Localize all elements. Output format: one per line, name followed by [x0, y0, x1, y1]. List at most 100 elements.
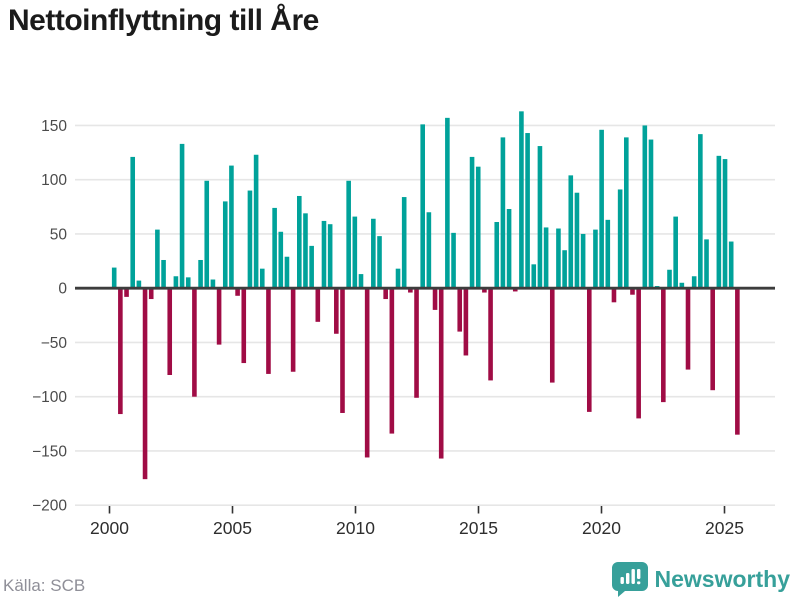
bar-2010-q4 [377, 236, 382, 289]
bar-2003-q3 [198, 259, 203, 289]
bar-2003-q1 [185, 277, 191, 289]
bar-2011-q2 [389, 288, 395, 434]
bar-2019-q4 [599, 129, 604, 289]
bar-2015-q1 [482, 288, 487, 293]
bar-2017-q1 [531, 264, 537, 289]
bar-2007-q4 [303, 213, 308, 289]
y-tick-label--200: −200 [32, 498, 67, 515]
bar-2018-q2 [562, 250, 567, 289]
x-tick-label-2025: 2025 [705, 518, 744, 538]
bar-2010-q2 [364, 288, 370, 458]
bar-2019-q2 [586, 288, 592, 412]
x-tick-label-2000: 2000 [90, 518, 129, 538]
bar-2017-q2 [537, 146, 543, 289]
bar-2001-q4 [155, 229, 160, 289]
bar-2002-q4 [179, 143, 185, 289]
bar-2011-q4 [401, 197, 407, 289]
bar-2014-q4 [475, 166, 481, 289]
y-tick-label--50: −50 [41, 335, 68, 352]
page-title: Nettoinflyttning till Åre [8, 4, 319, 37]
y-tick-label-100: 100 [41, 172, 67, 189]
bar-2005-q2 [241, 288, 247, 364]
bar-2020-q3 [617, 189, 623, 289]
bar-2025-q1 [728, 241, 734, 289]
bar-2020-q2 [611, 288, 617, 303]
bar-2008-q2 [315, 288, 321, 322]
bar-2016-q1 [506, 209, 512, 289]
bar-2015-q2 [488, 288, 493, 381]
bar-2006-q1 [259, 268, 265, 289]
bar-2007-q3 [297, 195, 302, 289]
bar-2018-q3 [568, 175, 574, 289]
bar-2014-q2 [463, 288, 469, 356]
bar-2013-q3 [445, 117, 450, 289]
bar-2018-q1 [556, 228, 561, 289]
bar-2015-q4 [500, 137, 506, 289]
bar-2021-q1 [630, 288, 635, 295]
bar-2001-q2 [142, 288, 148, 480]
bar-2017-q3 [543, 227, 549, 289]
bar-2000-q1 [111, 267, 117, 289]
bar-2023-q1 [679, 282, 685, 289]
bar-2014-q1 [457, 288, 463, 332]
bar-2020-q1 [605, 219, 611, 289]
bar-2014-q3 [469, 156, 475, 289]
bar-2012-q1 [408, 288, 413, 293]
bar-2008-q1 [309, 245, 314, 289]
bar-2000-q4 [130, 156, 136, 289]
bar-2023-q4 [698, 134, 703, 289]
bar-2010-q1 [358, 274, 364, 289]
bar-2004-q3 [222, 201, 228, 289]
bar-2023-q3 [691, 276, 697, 289]
brand-name: Newsworthy [654, 565, 790, 592]
bar-chart-speech-bubble-icon [611, 561, 648, 597]
bar-2004-q2 [216, 288, 222, 345]
x-tick-label-2010: 2010 [336, 518, 375, 538]
bar-2024-q2 [710, 288, 715, 391]
bar-2002-q3 [173, 276, 179, 289]
bar-2001-q1 [136, 280, 142, 289]
bar-2012-q2 [414, 288, 419, 398]
bar-2008-q3 [321, 220, 327, 289]
bar-2009-q1 [334, 288, 339, 334]
bar-2025-q2 [735, 288, 740, 435]
bar-2009-q4 [352, 216, 358, 289]
bar-2012-q3 [420, 124, 425, 289]
bar-2004-q1 [210, 279, 216, 289]
bar-2002-q2 [167, 288, 173, 375]
bar-2001-q3 [148, 288, 154, 300]
bar-2024-q1 [704, 239, 709, 289]
bar-2007-q2 [290, 288, 296, 372]
bar-2018-q4 [574, 192, 580, 289]
bar-2010-q3 [371, 218, 376, 289]
y-tick-label--150: −150 [32, 443, 67, 460]
bar-2022-q4 [673, 216, 678, 289]
bar-2006-q4 [278, 231, 284, 289]
y-tick-label--100: −100 [32, 389, 67, 406]
bar-2015-q3 [494, 222, 500, 289]
x-tick-label-2015: 2015 [459, 518, 498, 538]
bar-2019-q3 [593, 229, 598, 289]
y-tick-label-150: 150 [41, 118, 67, 135]
bar-2024-q4 [722, 159, 728, 289]
x-tick-label-2020: 2020 [582, 518, 621, 538]
bar-2005-q1 [235, 288, 240, 296]
bar-2022-q2 [661, 288, 666, 403]
y-tick-label-50: 50 [50, 226, 68, 243]
newsworthy-logo[interactable]: Newsworthy [611, 561, 790, 597]
bar-2021-q3 [642, 125, 648, 289]
bar-2009-q2 [340, 288, 345, 413]
bar-2003-q2 [192, 288, 197, 397]
bar-2019-q1 [580, 233, 586, 289]
bar-2000-q2 [118, 288, 123, 415]
bar-2012-q4 [426, 212, 432, 289]
bar-2020-q4 [624, 137, 629, 289]
bar-2011-q3 [395, 268, 401, 289]
bar-2013-q1 [432, 288, 438, 310]
bar-2003-q4 [204, 180, 210, 289]
x-tick-label-2005: 2005 [213, 518, 252, 538]
bar-2005-q4 [253, 154, 259, 289]
bar-2007-q1 [284, 256, 290, 289]
bar-2011-q1 [383, 288, 388, 300]
